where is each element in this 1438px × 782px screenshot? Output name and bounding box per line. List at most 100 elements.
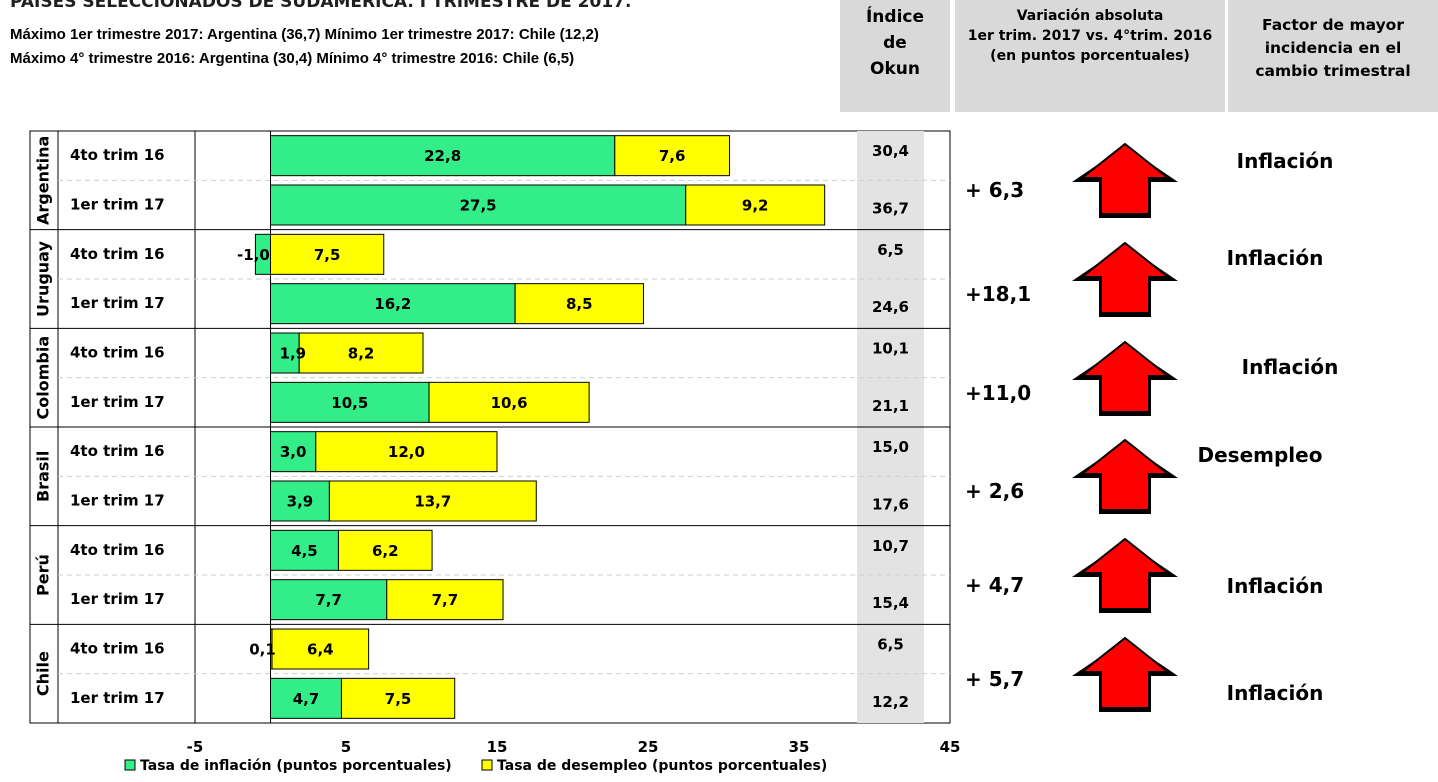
unemployment-bar	[270, 233, 385, 275]
unemployment-bar	[315, 431, 498, 473]
inflation-data-label: 1,9	[280, 345, 307, 363]
chart-title: PAÍSES SELECCIONADOS DE SUDAMÉRICA. I TR…	[10, 0, 632, 12]
unemployment-data-label: 12,0	[388, 443, 425, 461]
variation-value: + 4,7	[965, 573, 1025, 597]
legend-unemployment-label: Tasa de desempleo (puntos porcentuales)	[497, 758, 827, 774]
unemployment-data-label: 8,5	[566, 295, 593, 313]
okun-value: 30,4	[872, 142, 909, 160]
unemployment-bar	[298, 332, 424, 374]
inflation-bar	[270, 529, 339, 571]
okun-value: 36,7	[872, 200, 909, 218]
up-arrow-icon	[1072, 340, 1178, 416]
variation-value: + 6,3	[965, 178, 1025, 203]
legend-inflation-swatch	[124, 759, 136, 771]
country-label: Argentina	[34, 136, 53, 225]
up-arrow-icon	[1072, 636, 1178, 712]
inflation-data-label: 0,1	[249, 641, 276, 659]
period-label: 1er trim 17	[70, 492, 165, 510]
unemployment-data-label: 8,2	[348, 345, 375, 363]
country-label: Perú	[34, 554, 53, 596]
okun-value: 6,5	[877, 241, 904, 259]
country-label: Uruguay	[34, 241, 53, 317]
unemployment-data-label: 10,6	[491, 394, 528, 412]
okun-header-line-3: Okun	[870, 59, 920, 79]
arrow-body	[1079, 439, 1171, 512]
inflation-bar	[270, 332, 300, 374]
variation-header: Variación absoluta 1er trim. 2017 vs. 4°…	[955, 0, 1225, 112]
factor-header-line-1: Factor de mayor	[1262, 16, 1404, 34]
inflation-data-label: 10,5	[331, 394, 368, 412]
period-label: 4to trim 16	[70, 245, 165, 263]
x-tick-label: 45	[940, 738, 961, 756]
inflation-data-label: 27,5	[460, 197, 497, 215]
country-label: Chile	[34, 651, 53, 696]
factor-label: Inflación	[1236, 149, 1334, 174]
variation-header-line-1: Variación absoluta	[1016, 8, 1164, 24]
factor-header-line-2: incidencia en el	[1264, 39, 1402, 57]
period-label: 1er trim 17	[70, 689, 165, 707]
inflation-data-label: 4,5	[291, 542, 318, 560]
unemployment-bar	[271, 628, 370, 670]
variation-header-line-2: 1er trim. 2017 vs. 4°trim. 2016	[967, 28, 1213, 44]
variation-value: + 5,7	[965, 666, 1025, 691]
x-tick-label: 5	[341, 738, 351, 756]
okun-value: 15,0	[872, 438, 909, 456]
inflation-bar	[270, 480, 330, 522]
factor-label: Inflación	[1241, 354, 1339, 379]
factor-header: Factor de mayor incidencia en el cambio …	[1228, 0, 1438, 112]
arrow-body	[1079, 537, 1171, 610]
inflation-bar	[270, 135, 616, 177]
unemployment-bar	[340, 677, 456, 719]
okun-value: 12,2	[872, 693, 909, 711]
country-label: Colombia	[34, 336, 53, 420]
inflation-bar	[270, 431, 317, 473]
period-label: 4to trim 16	[70, 541, 165, 559]
inflation-bar	[270, 184, 687, 226]
arrow-body	[1079, 340, 1171, 413]
variation-value: +11,0	[965, 380, 1032, 405]
okun-value: 21,1	[872, 397, 909, 415]
x-tick-label: 35	[789, 738, 810, 756]
unemployment-data-label: 6,2	[372, 542, 399, 560]
okun-value: 15,4	[872, 594, 909, 612]
okun-value: 17,6	[872, 496, 909, 514]
up-arrow-icon	[1072, 537, 1178, 613]
unemployment-bar	[514, 283, 644, 325]
summary-line-2: Máximo 4° trimestre 2016: Argentina (30,…	[10, 50, 575, 67]
unemployment-data-label: 6,4	[307, 641, 334, 659]
inflation-data-label: -1,0	[237, 246, 270, 264]
period-label: 4to trim 16	[70, 640, 165, 658]
period-label: 1er trim 17	[70, 393, 165, 411]
inflation-data-label: 4,7	[293, 690, 320, 708]
summary-line-1: Máximo 1er trimestre 2017: Argentina (36…	[10, 26, 599, 43]
period-label: 4to trim 16	[70, 344, 165, 362]
inflation-bar	[270, 579, 388, 621]
unemployment-bar	[428, 381, 590, 423]
okun-header-line-2: de	[883, 33, 907, 53]
unemployment-data-label: 9,2	[742, 197, 769, 215]
unemployment-data-label: 7,6	[659, 147, 686, 165]
unemployment-bar	[337, 529, 433, 571]
period-label: 1er trim 17	[70, 294, 165, 312]
inflation-data-label: 7,7	[315, 591, 342, 609]
inflation-bar	[270, 677, 342, 719]
factor-header-line-3: cambio trimestral	[1255, 62, 1411, 80]
period-label: 4to trim 16	[70, 442, 165, 460]
country-label: Brasil	[34, 451, 53, 502]
inflation-data-label: 3,0	[280, 443, 307, 461]
unemployment-data-label: 7,5	[314, 246, 341, 264]
okun-value: 10,1	[872, 340, 909, 358]
inflation-data-label: 3,9	[287, 493, 314, 511]
unemployment-bar	[685, 184, 826, 226]
unemployment-data-label: 13,7	[414, 493, 451, 511]
inflation-data-label: 16,2	[374, 295, 411, 313]
variation-header-line-3: (en puntos porcentuales)	[990, 48, 1190, 64]
inflation-bar	[270, 381, 430, 423]
legend-unemployment-swatch	[481, 759, 493, 771]
up-arrow-icon	[1072, 143, 1178, 219]
okun-value: 10,7	[872, 537, 909, 555]
arrow-body	[1079, 143, 1171, 216]
factor-label: Inflación	[1226, 680, 1324, 705]
variation-value: + 2,6	[965, 479, 1025, 504]
up-arrow-icon	[1072, 439, 1178, 515]
